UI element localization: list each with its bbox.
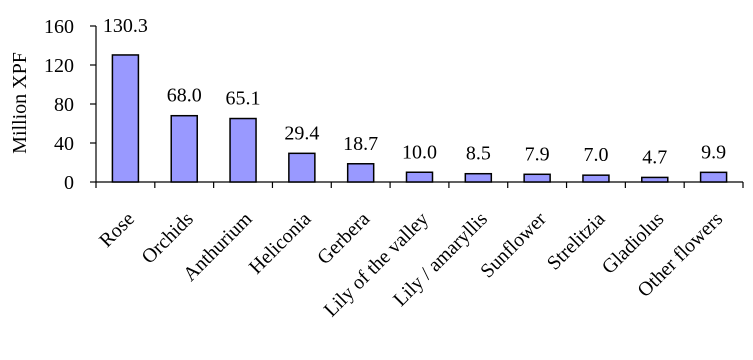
bar	[170, 114, 198, 183]
y-tick-label: 120	[44, 55, 74, 77]
y-tick-label: 0	[64, 172, 74, 194]
category-label: Rose	[95, 208, 139, 252]
category-label: Sunflower	[476, 208, 551, 283]
data-label: 10.0	[402, 141, 437, 163]
data-label: 8.5	[466, 143, 491, 165]
y-tick-label: 80	[54, 94, 74, 116]
data-label: 130.3	[103, 15, 148, 37]
y-tick-label: 40	[54, 133, 74, 155]
bar	[641, 176, 669, 183]
data-label: 7.0	[583, 144, 608, 166]
bar	[111, 54, 140, 183]
bars	[111, 54, 728, 183]
data-label: 9.9	[701, 141, 726, 163]
data-label: 68.0	[167, 85, 202, 107]
bar	[229, 117, 257, 183]
category-label: Heliconia	[245, 208, 316, 279]
data-label: 29.4	[284, 122, 319, 144]
category-label: Lily of the valley	[320, 208, 433, 321]
axes: 0 40 80 120 160	[44, 16, 744, 194]
bar	[523, 173, 551, 183]
bar	[464, 172, 493, 183]
y-tick-label: 160	[44, 16, 74, 38]
y-axis-title: Million XPF	[9, 52, 31, 154]
data-label: 65.1	[226, 88, 261, 110]
bar	[405, 171, 434, 183]
bar	[699, 171, 728, 183]
category-labels: RoseOrchidsAnthuriumHeliconiaGerberaLily…	[95, 208, 727, 322]
bar	[582, 174, 610, 183]
bar	[288, 152, 316, 183]
data-label: 18.7	[343, 133, 378, 155]
bar	[346, 163, 375, 183]
data-label: 4.7	[642, 146, 667, 168]
data-labels: 130.3 68.0 65.1 29.4 18.7 10.0 8.5 7.9 7.0 4.7 9.9	[103, 15, 726, 168]
data-label: 7.9	[525, 143, 550, 165]
